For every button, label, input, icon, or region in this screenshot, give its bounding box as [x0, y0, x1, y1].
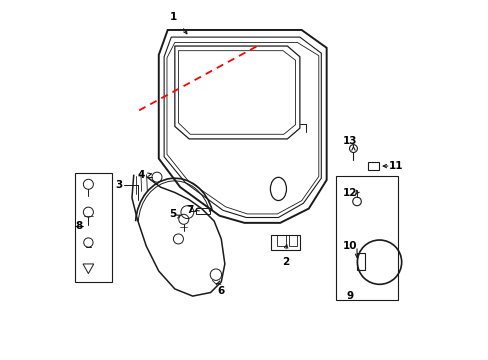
Text: 9: 9 — [346, 291, 353, 301]
Bar — [356, 253, 364, 270]
Text: 12: 12 — [342, 188, 356, 198]
Text: 10: 10 — [342, 241, 356, 251]
Text: 1: 1 — [169, 13, 176, 22]
Text: 11: 11 — [388, 161, 403, 171]
Text: 13: 13 — [342, 136, 356, 147]
Bar — [367, 162, 378, 170]
Bar — [196, 207, 209, 214]
Text: 2: 2 — [282, 257, 288, 267]
Bar — [335, 176, 397, 300]
Bar — [75, 173, 112, 282]
Text: 8: 8 — [76, 221, 83, 231]
Text: 6: 6 — [217, 286, 224, 296]
Text: 4: 4 — [137, 170, 144, 180]
Text: 5: 5 — [168, 209, 176, 219]
Text: 7: 7 — [186, 205, 194, 215]
Text: 3: 3 — [115, 180, 122, 190]
